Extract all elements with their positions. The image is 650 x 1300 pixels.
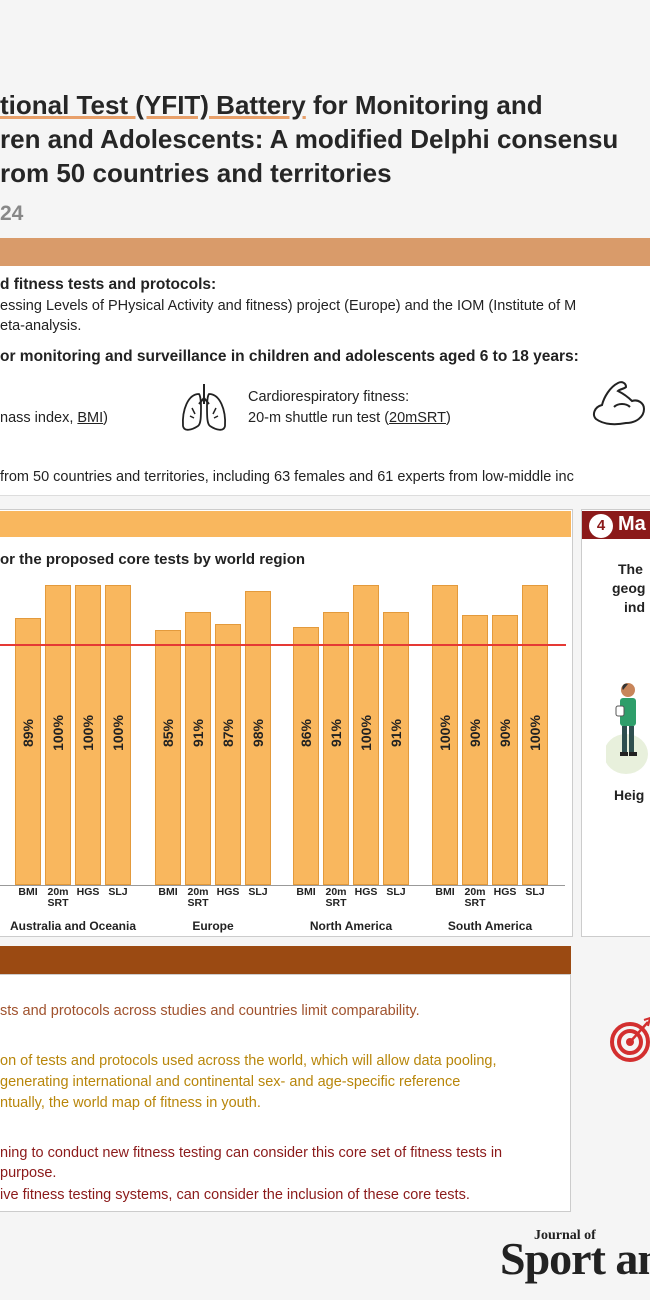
methods-line-1: essing Levels of PHysical Activity and f… [0, 298, 577, 314]
conclusion-3-line-2: purpose. [0, 1165, 57, 1181]
poster-title: tional Test (YFIT) Battery for Monitorin… [0, 88, 650, 190]
chart-subtitle: or the proposed core tests by world regi… [0, 551, 306, 568]
side-text-3: ind [624, 599, 645, 615]
chart-baseline [0, 885, 565, 886]
side-text-2: geog [612, 580, 646, 596]
title-line-1b: for Monitoring and [305, 90, 543, 120]
conclusion-2-line-1: on of tests and protocols used across th… [0, 1053, 497, 1069]
side-panel-title: Ma [618, 513, 646, 535]
target-icon [610, 1016, 650, 1062]
conclusion-2-line-2: generating international and continental… [0, 1074, 461, 1090]
conclusion-2-line-3: ntually, the world map of fitness in you… [0, 1095, 261, 1111]
section-header-bar [0, 238, 650, 266]
side-text-4: Heig [614, 787, 645, 803]
lungs-icon [182, 384, 226, 431]
conclusion-1: sts and protocols across studies and cou… [0, 1003, 420, 1019]
muscle-arm-icon [593, 381, 646, 426]
conclusions-header-bar [0, 946, 571, 974]
title-line-2: ren and Adolescents: A modified Delphi c… [0, 124, 619, 154]
participants-text: from 50 countries and territories, inclu… [0, 469, 574, 485]
journal-logo-big: Sport an [500, 1233, 650, 1284]
methods-heading: d fitness tests and protocols: [0, 276, 217, 293]
crf-test: 20-m shuttle run test (20mSRT) [248, 410, 451, 426]
conclusion-3-line-1: ning to conduct new fitness testing can … [0, 1145, 503, 1161]
bmi-label: nass index, BMI) [0, 410, 109, 426]
core-tests-heading: or monitoring and surveillance in childr… [0, 348, 579, 365]
year: 24 [0, 202, 24, 225]
section-number-badge: 4 [589, 514, 613, 538]
person-measuring-icon [606, 683, 648, 774]
chart-header-bar [0, 511, 571, 537]
side-panel [581, 509, 650, 937]
side-text-1: The [618, 561, 643, 577]
methods-line-2: eta-analysis. [0, 318, 82, 334]
title-line-3: rom 50 countries and territories [0, 158, 392, 188]
consensus-threshold-line [0, 644, 566, 646]
journal-logo-small: Journal of [534, 1228, 596, 1243]
conclusion-3-line-3: ive fitness testing systems, can conside… [0, 1187, 470, 1203]
crf-label: Cardiorespiratory fitness: [248, 389, 410, 405]
chart-panel [0, 509, 573, 937]
methods-panel [0, 266, 650, 496]
conclusions-panel [0, 974, 571, 1212]
title-line-1a: tional Test (YFIT) Battery [0, 90, 306, 120]
